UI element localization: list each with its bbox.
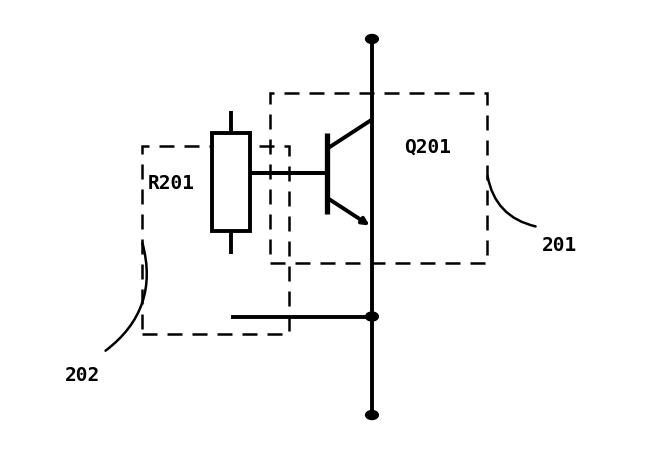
Circle shape: [365, 313, 378, 321]
Text: 202: 202: [65, 365, 100, 384]
Bar: [212, 134, 250, 232]
Text: 201: 201: [542, 236, 577, 255]
Bar: [142, 147, 289, 335]
Circle shape: [365, 411, 378, 420]
Circle shape: [365, 35, 378, 44]
Text: R201: R201: [148, 173, 195, 192]
Bar: [270, 93, 487, 263]
Text: Q201: Q201: [404, 137, 451, 157]
